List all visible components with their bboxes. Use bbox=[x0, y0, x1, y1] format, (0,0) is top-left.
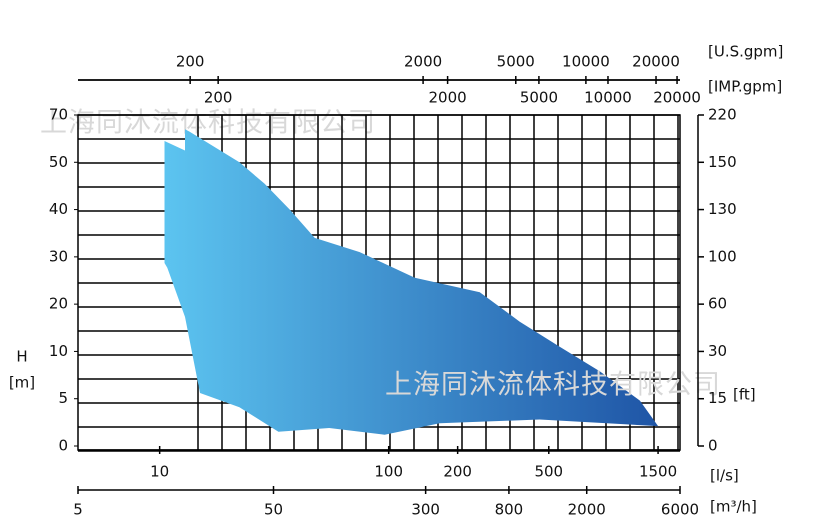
x4-tick-label: 200 bbox=[204, 89, 233, 107]
x4-tick-label: 10000 bbox=[584, 89, 632, 107]
x-tick-label: 10 bbox=[150, 463, 169, 481]
x-tick-label: 100 bbox=[374, 463, 403, 481]
y-tick-label: 10 bbox=[49, 342, 68, 360]
y-tick-label: 70 bbox=[49, 106, 68, 124]
y-tick-label: 30 bbox=[49, 247, 68, 265]
x3-tick-label: 10000 bbox=[562, 53, 610, 71]
x2-tick-label: 5 bbox=[73, 501, 83, 519]
x-tick-label: 500 bbox=[534, 463, 563, 481]
envelope bbox=[164, 129, 659, 435]
x2-tick-label: 2000 bbox=[568, 501, 606, 519]
x3-tick-label: 2000 bbox=[404, 53, 442, 71]
x3-unit: [U.S.gpm] bbox=[708, 43, 783, 61]
x2-tick-label: 300 bbox=[411, 501, 440, 519]
y-label: H bbox=[16, 348, 27, 366]
x4-unit: [IMP.gpm] bbox=[708, 78, 782, 96]
y-tick-label: 50 bbox=[49, 153, 68, 171]
y2-tick-label: 100 bbox=[708, 247, 737, 265]
y2-tick-label: 30 bbox=[708, 342, 727, 360]
y-tick-label: 40 bbox=[49, 200, 68, 218]
x-tick-label: 200 bbox=[443, 463, 472, 481]
y2-tick-label: 15 bbox=[708, 389, 727, 407]
x2-unit: [m³/h] bbox=[710, 498, 757, 516]
y2-tick-label: 130 bbox=[708, 200, 737, 218]
x2-tick-label: 6000 bbox=[661, 501, 699, 519]
x4-tick-label: 5000 bbox=[520, 89, 558, 107]
x2-tick-label: 800 bbox=[495, 501, 524, 519]
y-tick-label: 0 bbox=[58, 437, 68, 455]
x-tick-label: 1500 bbox=[639, 463, 677, 481]
watermark: 上海同沐流体科技有限公司 bbox=[385, 370, 721, 401]
x4-tick-label: 20000 bbox=[653, 89, 701, 107]
x2-tick-label: 50 bbox=[264, 501, 283, 519]
y2-unit: [ft] bbox=[733, 386, 756, 404]
y-tick-label: 20 bbox=[49, 295, 68, 313]
x3-tick-label: 5000 bbox=[497, 53, 535, 71]
y2-tick-label: 220 bbox=[708, 106, 737, 124]
y2-tick-label: 60 bbox=[708, 295, 727, 313]
x3-tick-label: 200 bbox=[176, 53, 205, 71]
y-unit: [m] bbox=[9, 374, 35, 392]
y2-tick-label: 150 bbox=[708, 153, 737, 171]
x4-tick-label: 2000 bbox=[429, 89, 467, 107]
y2-tick-label: 0 bbox=[708, 437, 718, 455]
y-tick-label: 5 bbox=[58, 389, 68, 407]
x3-tick-label: 20000 bbox=[632, 53, 680, 71]
x-unit: [l/s] bbox=[710, 467, 739, 485]
watermark: 上海同沐流体科技有限公司 bbox=[40, 108, 376, 139]
